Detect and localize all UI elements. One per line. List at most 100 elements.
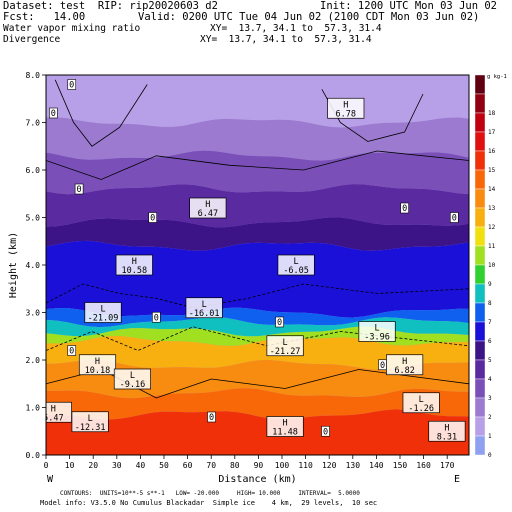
x-tick-label: 20 — [88, 461, 98, 470]
zero-contour-label: 0 — [402, 204, 407, 214]
extremum-value: -9.16 — [120, 380, 146, 390]
colorbar-swatch — [474, 245, 486, 266]
colorbar-swatch — [474, 207, 486, 228]
x-tick-label: 170 — [440, 461, 455, 470]
y-tick-label: 0.0 — [26, 451, 41, 460]
extremum-value: 6.82 — [394, 366, 414, 376]
zero-contour-label-box — [321, 425, 330, 437]
zero-contour-label: 0 — [154, 313, 159, 323]
colorbar-label: 16 — [488, 148, 496, 155]
extremum-value: -6.05 — [283, 266, 309, 276]
zero-contour-label: 0 — [77, 185, 82, 195]
extremum-box — [266, 335, 304, 357]
y-tick-label: 5.0 — [26, 214, 41, 223]
colorbar-label: 10 — [488, 262, 496, 269]
colorbar-label: 3 — [488, 395, 492, 402]
extremum-box — [386, 354, 424, 376]
x-tick-label: 80 — [230, 461, 240, 470]
extremum-kind: H — [51, 404, 56, 414]
extremum-box — [402, 392, 440, 414]
extremum-kind: L — [202, 300, 207, 310]
moisture-layer — [46, 359, 469, 399]
extremum-box — [71, 411, 109, 433]
colorbar-swatch — [474, 188, 486, 209]
extremum-value: -3.96 — [364, 333, 390, 343]
extremum-kind: H — [95, 357, 100, 367]
west-endpoint-label: W — [47, 474, 54, 485]
colorbar-label: 13 — [488, 205, 496, 212]
colorbar-swatch — [474, 435, 486, 456]
x-axis-label: Distance (km) — [218, 474, 296, 485]
colorbar-swatch — [474, 150, 486, 171]
extremum-box — [428, 420, 466, 442]
extremum-kind: L — [283, 338, 288, 348]
zero-contour-label-box — [207, 411, 216, 423]
colorbar-label: 5 — [488, 357, 492, 364]
x-tick-label: 70 — [206, 461, 216, 470]
moisture-layer — [46, 75, 469, 128]
moisture-layer — [46, 388, 469, 420]
valid-line: Valid: 0200 UTC Tue 04 Jun 02 (2100 CDT … — [138, 11, 480, 23]
extremum-kind: H — [205, 200, 210, 210]
colorbar-label: 7 — [488, 319, 492, 326]
extremum-box — [327, 97, 365, 119]
zero-contour-label-box — [67, 79, 77, 90]
divergence-contour — [54, 79, 148, 147]
extremum-value: 8.31 — [437, 432, 457, 442]
extremum-box — [46, 401, 72, 423]
colorbar-swatch — [474, 283, 486, 304]
colorbar-swatch — [474, 74, 486, 95]
colorbar-swatch — [474, 397, 486, 418]
field2-name: Divergence — [3, 34, 61, 45]
x-tick-label: 0 — [44, 461, 49, 470]
model-info: Model info: V3.5.0 No Cumulus Blackadar … — [40, 499, 378, 507]
divergence-contour — [46, 150, 469, 180]
extremum-kind: L — [100, 305, 105, 315]
x-tick-label: 100 — [275, 461, 290, 470]
colorbar-label: 0 — [488, 452, 492, 459]
extremum-value: -21.09 — [88, 314, 119, 324]
zero-contour-label: 0 — [323, 427, 328, 437]
y-tick-label: 6.0 — [26, 166, 41, 175]
dataset-line: Dataset: test RIP: rip20020603 d2 — [3, 0, 218, 12]
zero-contour-label: 0 — [452, 214, 457, 224]
extremum-value: 10.18 — [85, 366, 111, 376]
colorbar-label: 2 — [488, 414, 492, 421]
extremum-kind: H — [283, 419, 288, 429]
y-tick-label: 7.0 — [26, 119, 41, 128]
zero-contour-label: 0 — [69, 347, 74, 357]
y-tick-label: 8.0 — [26, 71, 41, 80]
extremum-box — [266, 416, 304, 437]
zero-contour-label: 0 — [380, 361, 385, 371]
extremum-box — [115, 254, 153, 276]
colorbar-label: 9 — [488, 281, 492, 288]
colorbar-label: 4 — [488, 376, 492, 383]
colorbar-unit: g kg-1 — [487, 74, 507, 80]
extremum-kind: H — [132, 257, 137, 267]
extremum-box — [189, 197, 227, 219]
x-tick-label: 10 — [65, 461, 75, 470]
zero-contour-label-box — [74, 183, 84, 195]
colorbar-swatch — [474, 169, 486, 190]
divergence-contour — [46, 283, 469, 309]
colorbar-label: 1 — [488, 433, 492, 440]
y-tick-label: 4.0 — [26, 261, 41, 270]
zero-contour-label: 0 — [51, 109, 56, 119]
colorbar-label: 11 — [488, 243, 496, 250]
forecast-line: Fcst: 14.00 — [3, 11, 86, 23]
colorbar-swatch — [474, 378, 486, 399]
extremum-value: -12.31 — [75, 423, 106, 433]
colorbar-label: 17 — [488, 129, 496, 136]
extremum-value: 6.78 — [336, 109, 356, 119]
zero-contour-label-box — [148, 212, 157, 223]
colorbar-label: 12 — [488, 224, 496, 231]
zero-contour-label-box — [67, 345, 77, 356]
zero-contour-label-box — [400, 202, 409, 214]
extremum-kind: L — [374, 324, 379, 334]
colorbar-swatch — [474, 321, 486, 342]
extremum-kind: L — [88, 414, 93, 424]
x-tick-label: 130 — [346, 461, 361, 470]
moisture-layer — [46, 217, 469, 251]
extremum-value: -16.01 — [189, 309, 220, 319]
